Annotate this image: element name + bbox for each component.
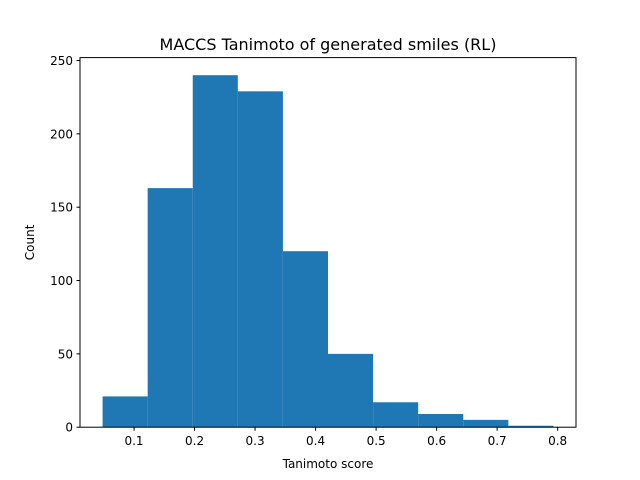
x-tick-label-2: 0.3	[246, 434, 265, 448]
y-tick-label-4: 200	[50, 127, 73, 141]
x-ticks-group: 0.1 0.2 0.3 0.4 0.5 0.6 0.7 0.8	[124, 427, 567, 448]
histogram-bar-8	[463, 419, 509, 428]
histogram-bar-5	[328, 353, 374, 428]
x-tick-label-5: 0.6	[427, 434, 446, 448]
plot-frame	[79, 57, 577, 428]
y-tick-label-0: 0	[65, 421, 73, 435]
y-axis-label: Count	[23, 224, 37, 260]
x-tick-label-7: 0.8	[548, 434, 567, 448]
y-tick-label-5: 250	[50, 54, 73, 68]
bars-group	[102, 75, 554, 428]
y-tick-label-2: 100	[50, 274, 73, 288]
histogram-bar-2	[192, 75, 238, 428]
chart-title: MACCS Tanimoto of generated smiles (RL)	[160, 35, 497, 54]
histogram-bar-3	[237, 91, 283, 428]
histogram-bar-0	[102, 396, 148, 428]
histogram-bar-6	[373, 402, 419, 428]
histogram-bar-7	[418, 414, 464, 428]
x-tick-label-0: 0.1	[124, 434, 143, 448]
x-tick-label-3: 0.4	[306, 434, 325, 448]
x-tick-label-4: 0.5	[367, 434, 386, 448]
histogram-bar-4	[282, 251, 328, 428]
x-tick-label-1: 0.2	[185, 434, 204, 448]
histogram-bar-1	[147, 188, 193, 428]
y-tick-label-3: 150	[50, 201, 73, 215]
histogram-bar-9	[508, 425, 554, 428]
y-tick-label-1: 50	[58, 347, 73, 361]
y-ticks-group: 0 50 100 150 200 250	[50, 54, 80, 435]
x-axis-label: Tanimoto score	[282, 457, 374, 471]
x-tick-label-6: 0.7	[488, 434, 507, 448]
